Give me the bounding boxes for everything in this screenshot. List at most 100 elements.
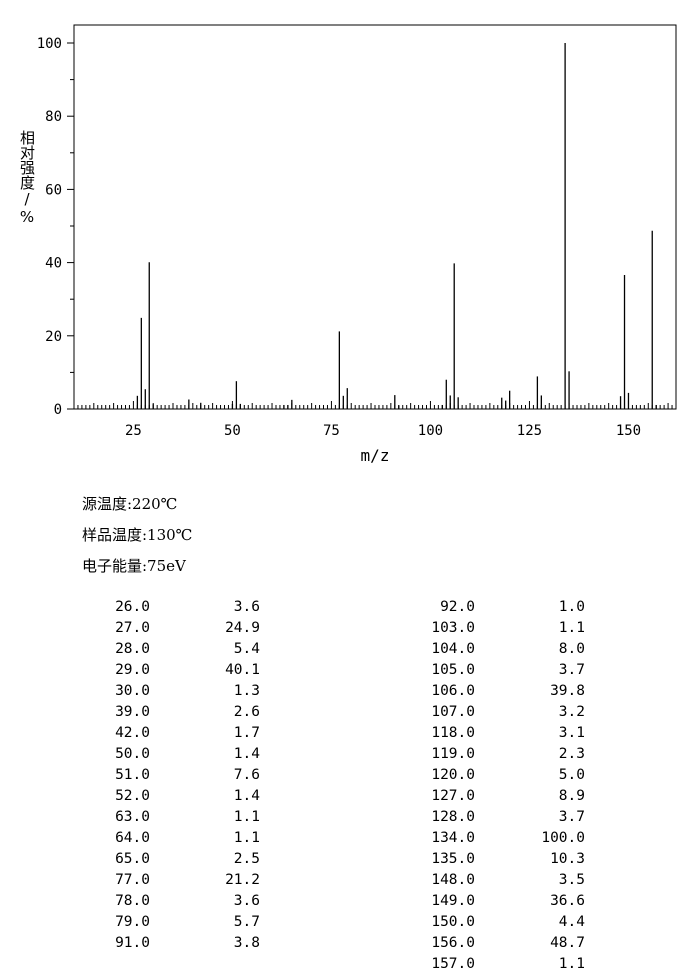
peak-mz: 156.0	[431, 935, 475, 951]
electron-energy: 电子能量:75eV	[82, 557, 186, 575]
peak-mz: 78.0	[115, 893, 150, 909]
peak-intensity: 2.5	[233, 851, 260, 867]
peak-row: 149.0 36.6	[425, 891, 585, 912]
peak-mz: 148.0	[431, 872, 475, 888]
peak-row: 127.0 8.9	[425, 786, 585, 807]
acquisition-conditions: 源温度:220℃ 样品温度:130℃ 电子能量:75eV	[82, 493, 192, 586]
peak-table-right: 92.0 1.0 103.0 1.1 104.0 8.0 105.0 3.7 106.0 39.8…	[425, 597, 585, 975]
peak-intensity: 8.9	[558, 788, 585, 804]
peak-row: 91.0 3.8	[100, 933, 260, 954]
peak-mz: 79.0	[115, 914, 150, 930]
y-axis: 0 20 40 60 80 100	[37, 36, 74, 418]
peak-intensity: 3.2	[558, 704, 585, 720]
peak-intensity: 3.5	[558, 872, 585, 888]
peak-row: 63.0 1.1	[100, 807, 260, 828]
plot-frame	[73, 24, 677, 410]
peak-row: 64.0 1.1	[100, 828, 260, 849]
x-tick-label: 150	[616, 423, 641, 439]
peak-mz: 39.0	[115, 704, 150, 720]
peak-table-left: 26.0 3.6 27.0 24.9 28.0 5.4 29.0 40.1 30.0 1.3 39.…	[100, 597, 260, 954]
peak-row: 135.0 10.3	[425, 849, 585, 870]
peak-intensity: 48.7	[550, 935, 585, 951]
peak-mz: 92.0	[440, 599, 475, 615]
peak-mz: 51.0	[115, 767, 150, 783]
x-tick-label: 125	[517, 423, 542, 439]
x-tick-label: 75	[323, 423, 340, 439]
peak-intensity: 5.4	[233, 641, 260, 657]
peak-row: 79.0 5.7	[100, 912, 260, 933]
peak-mz: 107.0	[431, 704, 475, 720]
peak-row: 105.0 3.7	[425, 660, 585, 681]
peak-mz: 119.0	[431, 746, 475, 762]
peak-mz: 106.0	[431, 683, 475, 699]
x-axis-label: m/z	[360, 446, 390, 465]
peak-mz: 120.0	[431, 767, 475, 783]
peak-row: 119.0 2.3	[425, 744, 585, 765]
peak-intensity: 2.3	[558, 746, 585, 762]
peak-row: 78.0 3.6	[100, 891, 260, 912]
x-tick-label: 25	[125, 423, 142, 439]
peak-intensity: 1.1	[233, 830, 260, 846]
y-tick-label: 20	[45, 329, 62, 345]
peak-intensity: 3.7	[558, 662, 585, 678]
peak-row: 65.0 2.5	[100, 849, 260, 870]
peak-intensity: 100.0	[541, 830, 585, 846]
peak-row: 27.0 24.9	[100, 618, 260, 639]
peak-mz: 30.0	[115, 683, 150, 699]
peak-mz: 64.0	[115, 830, 150, 846]
peak-intensity: 7.6	[233, 767, 260, 783]
peak-intensity: 5.7	[233, 914, 260, 930]
peak-mz: 52.0	[115, 788, 150, 804]
peak-mz: 104.0	[431, 641, 475, 657]
peak-intensity: 3.1	[558, 725, 585, 741]
peak-intensity: 1.1	[558, 956, 585, 972]
peak-row: 51.0 7.6	[100, 765, 260, 786]
peak-mz: 127.0	[431, 788, 475, 804]
peak-intensity: 1.7	[233, 725, 260, 741]
peak-mz: 91.0	[115, 935, 150, 951]
peak-mz: 135.0	[431, 851, 475, 867]
peak-row: 29.0 40.1	[100, 660, 260, 681]
peak-intensity: 36.6	[550, 893, 585, 909]
peak-intensity: 3.6	[233, 893, 260, 909]
peak-mz: 103.0	[431, 620, 475, 636]
peak-intensity: 1.3	[233, 683, 260, 699]
y-axis-label: 相对强度/%	[18, 130, 36, 226]
peak-row: 26.0 3.6	[100, 597, 260, 618]
peak-row: 52.0 1.4	[100, 786, 260, 807]
peak-mz: 118.0	[431, 725, 475, 741]
peak-intensity: 39.8	[550, 683, 585, 699]
peak-intensity: 5.0	[558, 767, 585, 783]
peak-mz: 134.0	[431, 830, 475, 846]
peak-intensity: 24.9	[225, 620, 260, 636]
peak-row: 156.0 48.7	[425, 933, 585, 954]
peak-row: 107.0 3.2	[425, 702, 585, 723]
peak-intensity: 1.4	[233, 746, 260, 762]
peak-row: 77.0 21.2	[100, 870, 260, 891]
peak-intensity: 4.4	[558, 914, 585, 930]
peak-intensity: 1.0	[558, 599, 585, 615]
peak-row: 157.0 1.1	[425, 954, 585, 975]
spectrum-peaks	[136, 43, 657, 409]
peak-row: 103.0 1.1	[425, 618, 585, 639]
peak-intensity: 2.6	[233, 704, 260, 720]
peak-mz: 149.0	[431, 893, 475, 909]
peak-intensity: 40.1	[225, 662, 260, 678]
peak-row: 28.0 5.4	[100, 639, 260, 660]
source-temperature: 源温度:220℃	[82, 495, 178, 513]
peak-row: 42.0 1.7	[100, 723, 260, 744]
peak-mz: 65.0	[115, 851, 150, 867]
x-tick-label: 50	[224, 423, 241, 439]
mass-spectrum-chart: 0 20 40 60 80 100 25 50 75 100 125 150	[37, 24, 677, 439]
peak-intensity: 3.6	[233, 599, 260, 615]
y-tick-label: 0	[54, 402, 62, 418]
peak-mz: 27.0	[115, 620, 150, 636]
peak-intensity: 1.1	[558, 620, 585, 636]
peak-row: 150.0 4.4	[425, 912, 585, 933]
peak-intensity: 3.7	[558, 809, 585, 825]
peak-mz: 77.0	[115, 872, 150, 888]
peak-mz: 28.0	[115, 641, 150, 657]
peak-row: 39.0 2.6	[100, 702, 260, 723]
peak-intensity: 3.8	[233, 935, 260, 951]
peak-row: 120.0 5.0	[425, 765, 585, 786]
